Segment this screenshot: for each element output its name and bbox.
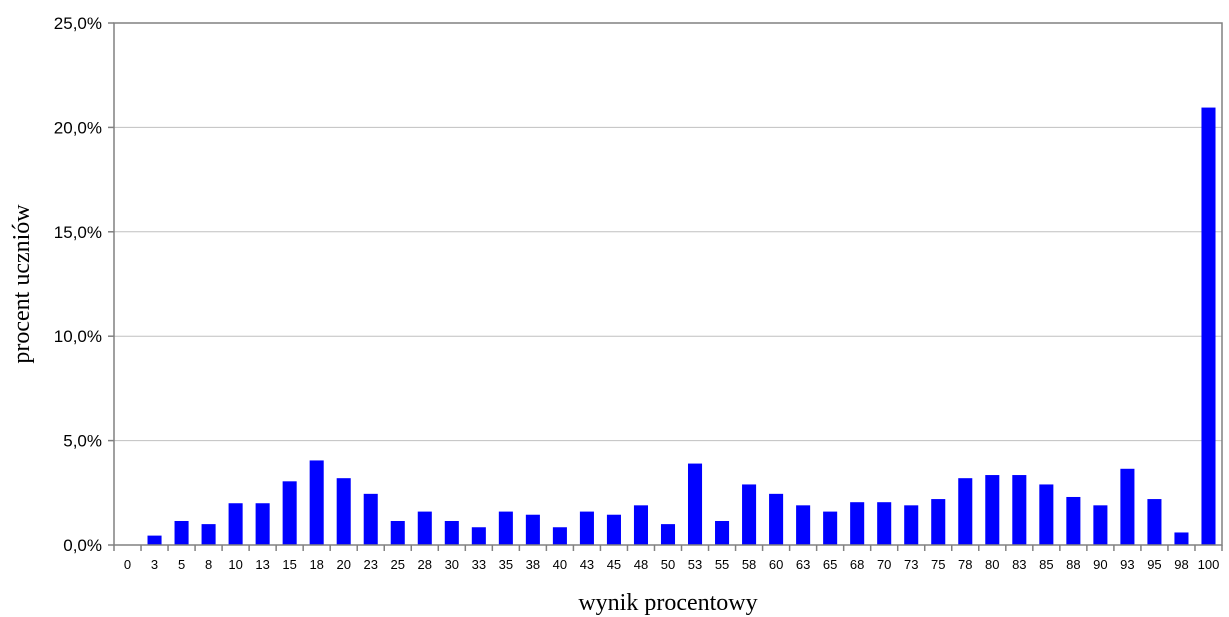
y-tick-label: 5,0%: [63, 432, 102, 451]
bar: [255, 503, 270, 545]
x-tick-label: 13: [255, 557, 269, 572]
y-tick-label: 20,0%: [54, 118, 102, 137]
x-tick-label: 0: [124, 557, 131, 572]
x-tick-label: 78: [958, 557, 972, 572]
bar: [444, 520, 459, 545]
y-tick-label: 15,0%: [54, 223, 102, 242]
x-tick-label: 88: [1066, 557, 1080, 572]
bar: [1201, 107, 1216, 546]
bar: [471, 527, 486, 545]
x-tick-label: 45: [607, 557, 621, 572]
x-tick-label: 20: [336, 557, 350, 572]
bar: [174, 520, 189, 545]
x-tick-label: 35: [499, 557, 513, 572]
x-tick-label: 100: [1198, 557, 1220, 572]
bar: [823, 511, 838, 545]
x-tick-label: 28: [418, 557, 432, 572]
bar: [958, 478, 973, 545]
bar: [633, 505, 649, 545]
bar: [877, 502, 892, 545]
x-tick-label: 75: [931, 557, 945, 572]
x-tick-label: 83: [1012, 557, 1026, 572]
y-tick-label: 0,0%: [63, 536, 102, 555]
x-tick-label: 80: [985, 557, 999, 572]
x-tick-label: 30: [445, 557, 459, 572]
x-tick-label: 90: [1093, 557, 1107, 572]
y-axis-ticks: 0,0% 5,0% 10,0% 15,0% 20,0% 25,0%: [54, 14, 114, 555]
bar: [1093, 505, 1108, 545]
bar: [498, 511, 513, 545]
bar: [796, 505, 811, 545]
x-tick-label: 10: [228, 557, 242, 572]
x-tick-label: 55: [715, 557, 729, 572]
gridlines: [114, 126, 1222, 442]
bar: [282, 481, 297, 545]
bar: [201, 524, 216, 545]
bar: [417, 511, 432, 545]
x-tick-label: 50: [661, 557, 675, 572]
x-tick-label: 38: [526, 557, 540, 572]
x-tick-label: 8: [205, 557, 212, 572]
x-axis-title: wynik procentowy: [578, 590, 757, 616]
bars: [147, 107, 1216, 546]
x-tick-label: 73: [904, 557, 918, 572]
y-tick-label: 10,0%: [54, 327, 102, 346]
x-tick-label: 68: [850, 557, 864, 572]
x-tick-label: 53: [688, 557, 702, 572]
x-tick-label: 5: [178, 557, 185, 572]
bar: [363, 493, 378, 545]
y-tick-label: 25,0%: [54, 14, 102, 33]
x-tick-label: 70: [877, 557, 891, 572]
x-axis-ticks: 0 3 5 8 10 13 15 18 20 23 25 28 30 33 35 38 40 43 45 48 50 53…: [113, 545, 1223, 572]
bar: [1174, 532, 1189, 545]
x-tick-label: 3: [151, 557, 158, 572]
bar: [850, 502, 865, 545]
x-tick-label: 85: [1039, 557, 1053, 572]
bar: [931, 499, 946, 545]
bar: [1039, 484, 1054, 545]
x-tick-label: 48: [634, 557, 648, 572]
x-tick-label: 33: [472, 557, 486, 572]
x-tick-label: 23: [363, 557, 377, 572]
bar: [228, 503, 243, 545]
plot-area-frame: [113, 22, 1223, 546]
bar: [309, 460, 324, 545]
x-tick-label: 18: [309, 557, 323, 572]
bar: [147, 535, 162, 545]
bar: [525, 514, 540, 545]
x-tick-label: 93: [1120, 557, 1134, 572]
bar: [579, 511, 594, 545]
x-tick-label: 63: [796, 557, 810, 572]
x-tick-label: 95: [1147, 557, 1161, 572]
bar: [552, 527, 567, 545]
x-tick-label: 25: [391, 557, 405, 572]
bar: [336, 478, 351, 545]
bar: [687, 463, 703, 545]
bar: [1120, 468, 1135, 545]
x-tick-label: 43: [580, 557, 594, 572]
x-tick-label: 98: [1174, 557, 1188, 572]
bar: [742, 484, 757, 545]
bar: [390, 520, 405, 545]
x-tick-label: 58: [742, 557, 756, 572]
x-tick-label: 40: [553, 557, 567, 572]
bar: [1147, 499, 1162, 545]
bar: [1066, 496, 1081, 545]
bar: [769, 493, 784, 545]
bar: [1012, 475, 1027, 545]
bar: [715, 520, 730, 545]
bar: [985, 475, 1000, 545]
y-axis-title: procent uczniów: [9, 204, 35, 364]
x-tick-label: 15: [282, 557, 296, 572]
bar: [606, 514, 621, 545]
x-tick-label: 65: [823, 557, 837, 572]
bar: [660, 524, 676, 545]
bar: [904, 505, 919, 545]
x-tick-label: 60: [769, 557, 783, 572]
